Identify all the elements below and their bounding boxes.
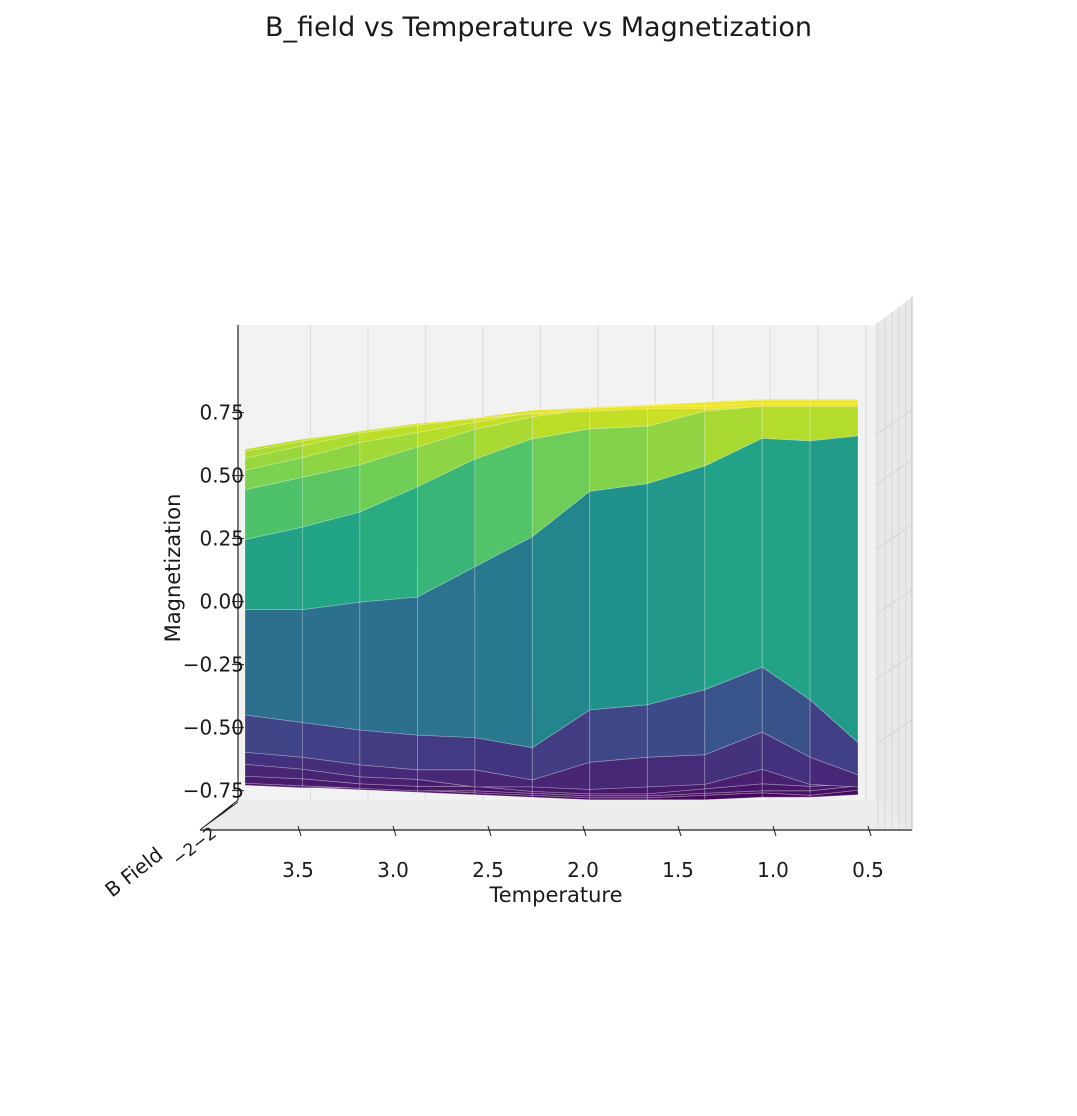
surface-patch bbox=[359, 596, 418, 736]
temperature-tick bbox=[582, 825, 587, 837]
temperature-tick bbox=[487, 825, 492, 837]
magnetization-tick-label: 0.75 bbox=[199, 401, 244, 425]
surface-patch bbox=[416, 734, 476, 771]
surface-patch bbox=[359, 729, 418, 771]
surface-patch bbox=[809, 402, 859, 407]
magnetization-tick-label: −0.75 bbox=[183, 779, 244, 803]
surface-patch bbox=[302, 511, 361, 611]
temperature-tick bbox=[867, 825, 872, 837]
magnetization-tick-label: −0.50 bbox=[183, 716, 244, 740]
magnetization-tick-label: 0.25 bbox=[199, 527, 244, 551]
surface-patch bbox=[809, 399, 859, 404]
surface-patch bbox=[809, 405, 859, 442]
temperature-tick-label: 1.0 bbox=[757, 858, 789, 882]
magnetization-tick-label: 0.00 bbox=[199, 590, 244, 614]
axes bbox=[200, 297, 913, 831]
b-field-axis: −2−2 B Field bbox=[100, 799, 239, 902]
magnetization-tick-label: 0.50 bbox=[199, 464, 244, 488]
temperature-tick-label: 3.5 bbox=[282, 858, 314, 882]
floor-pane bbox=[200, 800, 912, 830]
temperature-axis-label: Temperature bbox=[488, 883, 622, 907]
surface-patch bbox=[809, 435, 859, 744]
surface-patch bbox=[244, 526, 303, 610]
surface-patch bbox=[589, 425, 648, 492]
temperature-tick bbox=[297, 825, 302, 837]
surface-patch bbox=[646, 405, 706, 410]
magnetization-tick-label: −0.25 bbox=[183, 653, 244, 677]
b-field-tick-labels: −2−2 bbox=[169, 823, 221, 870]
surface-patch bbox=[646, 465, 706, 706]
surface-patch bbox=[761, 399, 811, 404]
temperature-tick bbox=[772, 825, 777, 837]
surface-patch bbox=[704, 437, 763, 691]
surface-patch bbox=[244, 609, 303, 723]
chart-title: B_field vs Temperature vs Magnetization bbox=[265, 12, 812, 43]
temperature-tick-label: 3.0 bbox=[377, 858, 409, 882]
surface-patch bbox=[416, 785, 476, 792]
right-pane bbox=[875, 297, 912, 830]
temperature-tick bbox=[677, 825, 682, 837]
b-field-axis-label: B Field bbox=[100, 842, 167, 902]
temperature-tick-label: 1.5 bbox=[662, 858, 694, 882]
surface-patch bbox=[302, 601, 361, 731]
magnetization-surface bbox=[244, 398, 859, 801]
temperature-ticks: 3.5 3.0 2.5 2.0 1.5 1.0 0.5 bbox=[282, 825, 884, 882]
surface-patch bbox=[589, 756, 648, 790]
surface-patch bbox=[474, 535, 533, 749]
surface-patch bbox=[761, 405, 811, 442]
surface-patch bbox=[761, 437, 811, 701]
surface-patch bbox=[589, 483, 648, 711]
surface-patch bbox=[761, 402, 811, 407]
b-field-axis-ticks bbox=[199, 799, 239, 831]
temperature-tick bbox=[392, 825, 397, 837]
magnetization-axis-label: Magnetization bbox=[161, 494, 185, 643]
surface-patch bbox=[646, 754, 706, 788]
temperature-tick-label: 2.0 bbox=[567, 858, 599, 882]
magnetization-ticks: 0.75 0.50 0.25 0.00 −0.25 −0.50 −0.75 bbox=[183, 401, 244, 803]
surface-patch bbox=[589, 704, 648, 763]
temperature-tick-label: 2.5 bbox=[472, 858, 504, 882]
temperature-tick-label: 0.5 bbox=[852, 858, 884, 882]
